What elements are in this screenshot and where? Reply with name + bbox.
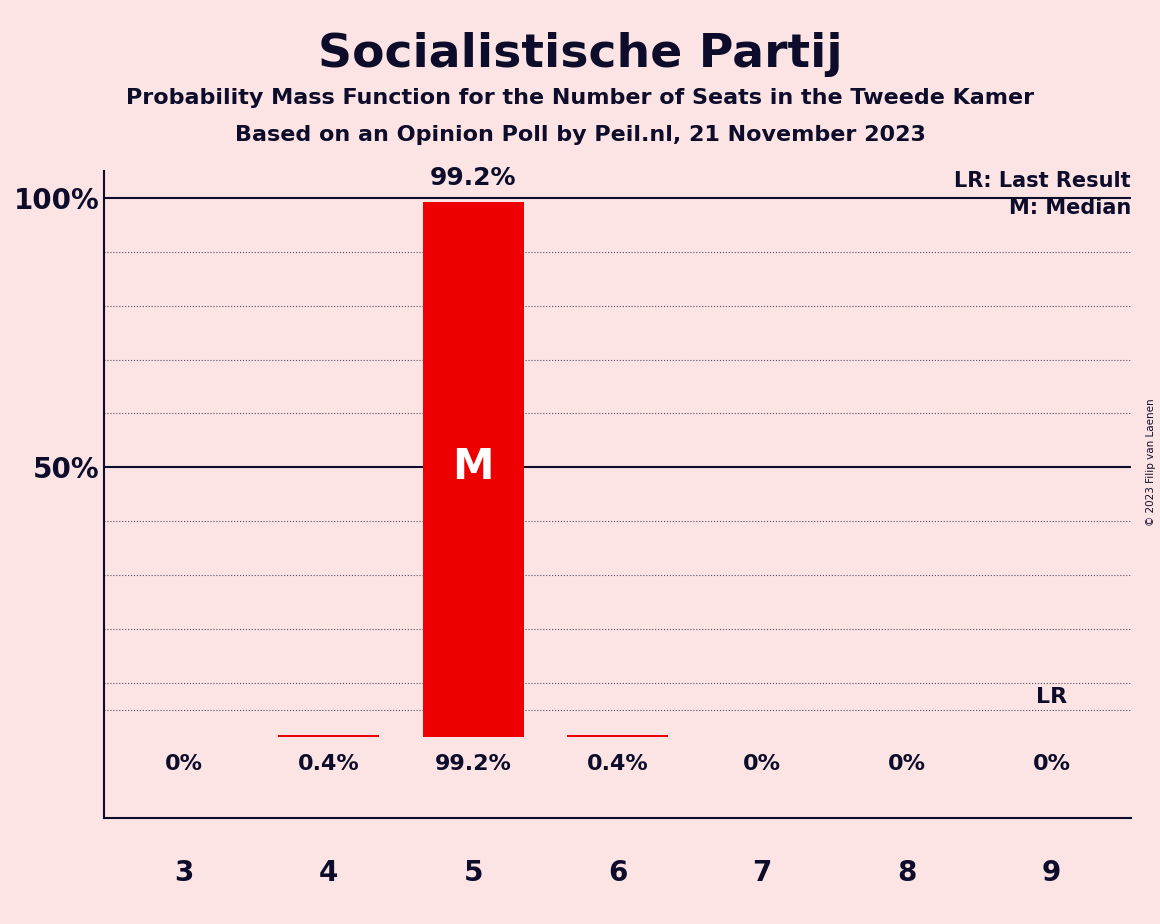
Text: 0%: 0% <box>887 754 926 773</box>
Text: 0.4%: 0.4% <box>298 754 360 773</box>
Text: Socialistische Partij: Socialistische Partij <box>318 32 842 78</box>
Text: Based on an Opinion Poll by Peil.nl, 21 November 2023: Based on an Opinion Poll by Peil.nl, 21 … <box>234 125 926 145</box>
Text: 0%: 0% <box>744 754 782 773</box>
Text: LR: Last Result: LR: Last Result <box>955 171 1131 191</box>
Text: 0%: 0% <box>1032 754 1071 773</box>
Text: M: M <box>452 446 494 489</box>
Text: © 2023 Filip van Laenen: © 2023 Filip van Laenen <box>1146 398 1155 526</box>
Text: 99.2%: 99.2% <box>430 165 516 189</box>
Text: 0.4%: 0.4% <box>587 754 648 773</box>
Text: 0%: 0% <box>165 754 203 773</box>
Text: 99.2%: 99.2% <box>435 754 512 773</box>
Text: Probability Mass Function for the Number of Seats in the Tweede Kamer: Probability Mass Function for the Number… <box>126 88 1034 108</box>
Bar <box>567 735 668 737</box>
Text: M: Median: M: Median <box>1009 198 1131 218</box>
Bar <box>278 735 379 737</box>
Bar <box>422 202 523 737</box>
Text: LR: LR <box>1036 687 1067 707</box>
